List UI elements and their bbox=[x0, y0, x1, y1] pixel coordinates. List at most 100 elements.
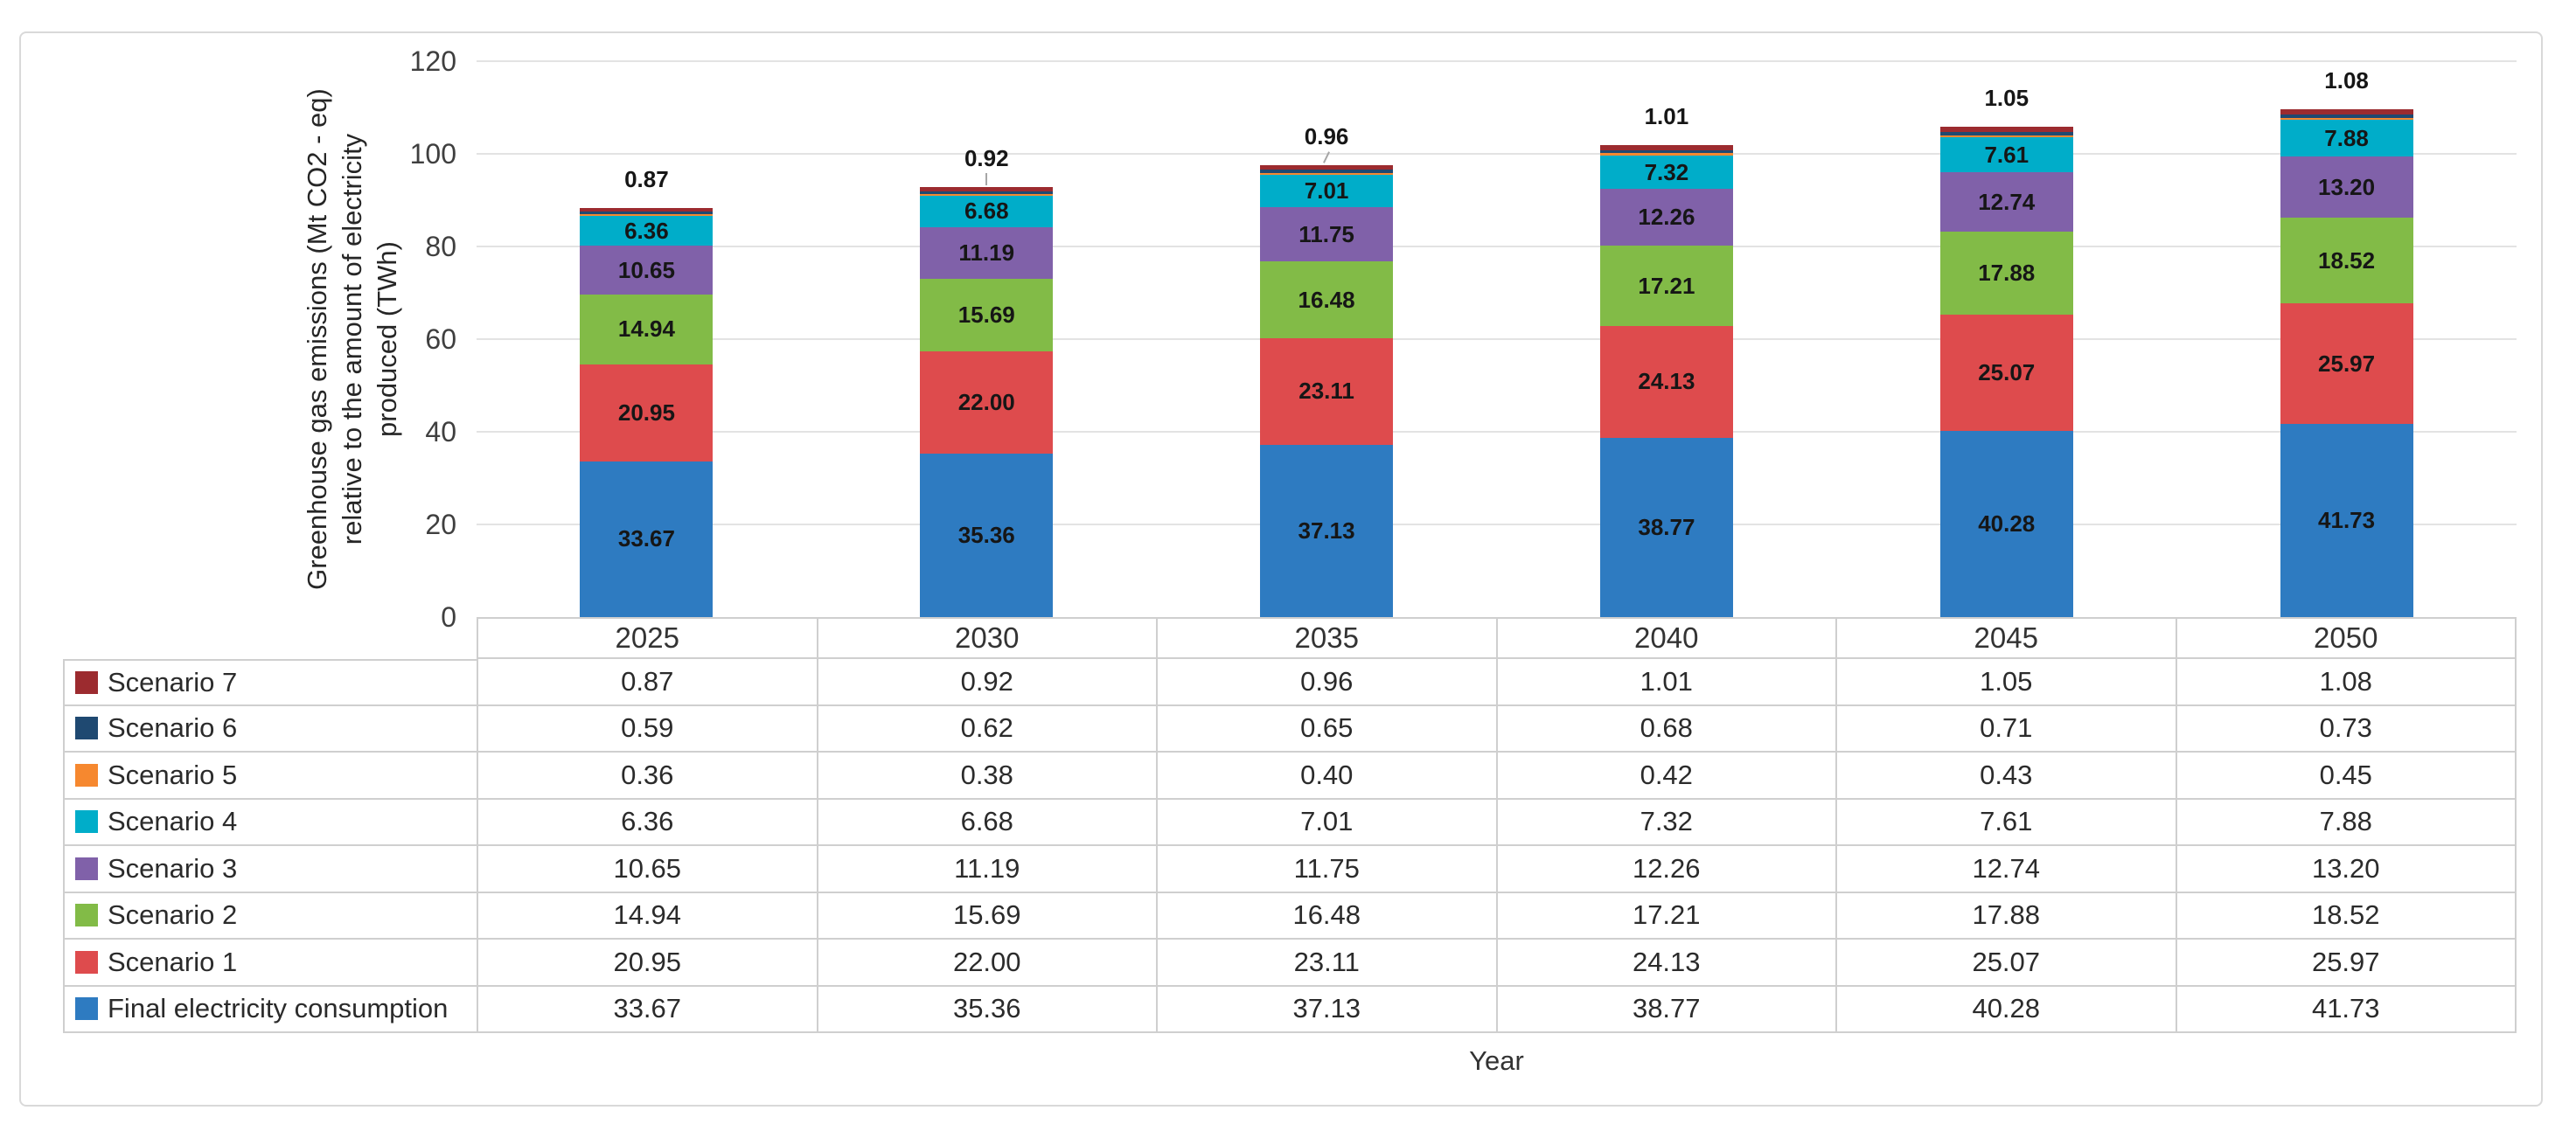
legend-color-swatch bbox=[75, 857, 98, 880]
table-value-cell: 17.21 bbox=[1497, 892, 1837, 940]
gridline bbox=[477, 153, 2517, 155]
bar-segment-label: 35.36 bbox=[957, 521, 1015, 548]
bar-segment bbox=[920, 196, 1054, 227]
bar-segment bbox=[2280, 423, 2413, 617]
legend-color-swatch bbox=[75, 950, 98, 974]
table-value-cell: 25.07 bbox=[1837, 940, 2177, 987]
bar-segment bbox=[1260, 174, 1394, 208]
table-value-cell: 25.97 bbox=[2176, 940, 2517, 987]
bar-segment bbox=[1599, 189, 1733, 246]
callout-label: 0.96 bbox=[1304, 123, 1349, 150]
bar-segment bbox=[920, 194, 1054, 197]
bar-segment-label: 7.61 bbox=[1984, 141, 2029, 168]
bar-segment bbox=[1599, 153, 1733, 156]
legend-cell: Scenario 2 bbox=[65, 892, 478, 940]
callout-label: 0.92 bbox=[964, 144, 1009, 171]
bar-segment bbox=[1939, 131, 2073, 135]
table-value-cell: 14.94 bbox=[478, 892, 818, 940]
bar-segment bbox=[580, 364, 714, 461]
table-value-cell: 11.19 bbox=[818, 846, 1158, 893]
table-value-cell: 0.87 bbox=[478, 659, 818, 706]
y-tick-label: 60 bbox=[425, 323, 456, 355]
callout-leader-line bbox=[985, 172, 988, 185]
legend-color-swatch bbox=[75, 810, 98, 834]
bar-segment bbox=[580, 295, 714, 364]
y-axis-title: Greenhouse gas emissions (Mt CO2 - eq) r… bbox=[300, 24, 405, 654]
bar-segment bbox=[1599, 155, 1733, 190]
legend-label: Scenario 3 bbox=[108, 852, 238, 884]
legend-label: Scenario 1 bbox=[108, 946, 238, 977]
y-axis-title-line-2: relative to the amount of electricity bbox=[337, 133, 367, 545]
legend-color-swatch bbox=[75, 763, 98, 787]
bar-segment bbox=[1599, 149, 1733, 154]
bar-segment-label: 11.75 bbox=[1298, 220, 1354, 247]
year-header-cell: 2035 bbox=[1158, 619, 1498, 659]
table-value-cell: 12.74 bbox=[1837, 846, 2177, 893]
bar-segment bbox=[2280, 117, 2413, 121]
bar-segment bbox=[1260, 170, 1394, 173]
y-axis-title-line-1: Greenhouse gas emissions (Mt CO2 - eq) bbox=[302, 88, 332, 590]
legend-cell: Scenario 6 bbox=[65, 705, 478, 753]
table-value-cell: 24.13 bbox=[1497, 940, 1837, 987]
table-value-cell: 33.67 bbox=[478, 986, 818, 1033]
table-value-cell: 0.59 bbox=[478, 705, 818, 753]
table-value-cell: 0.73 bbox=[2176, 705, 2517, 753]
bar-segment-label: 16.48 bbox=[1298, 286, 1355, 313]
table-value-cell: 0.62 bbox=[818, 705, 1158, 753]
bar-segment bbox=[1599, 325, 1733, 438]
bar-segment bbox=[1260, 165, 1394, 170]
table-value-cell: 0.43 bbox=[1837, 753, 2177, 800]
gridline bbox=[477, 246, 2517, 247]
gridline bbox=[477, 431, 2517, 433]
bar-segment-label: 17.21 bbox=[1638, 272, 1695, 299]
table-value-cell: 13.20 bbox=[2176, 846, 2517, 893]
bar-segment bbox=[580, 212, 714, 215]
legend-cell: Scenario 7 bbox=[65, 659, 478, 706]
table-row: Scenario 4 6.36 6.68 7.01 7.32 7.61 7.88 bbox=[65, 799, 2517, 846]
bar-segment bbox=[580, 216, 714, 246]
y-tick-label: 20 bbox=[425, 509, 456, 540]
bar-segment bbox=[1939, 314, 2073, 431]
bar-segment bbox=[2280, 120, 2413, 157]
bar-segment-label: 7.32 bbox=[1644, 158, 1689, 185]
bar-segment-label: 33.67 bbox=[617, 525, 675, 552]
legend-color-swatch bbox=[75, 670, 98, 694]
bar-segment bbox=[1939, 430, 2073, 617]
bar-segment bbox=[2280, 114, 2413, 118]
bar-segment-label: 25.07 bbox=[1978, 358, 2036, 385]
bar-segment bbox=[1599, 145, 1733, 150]
bar-segment-label: 25.97 bbox=[2318, 350, 2376, 377]
table-value-cell: 7.61 bbox=[1837, 799, 2177, 846]
legend-label: Scenario 5 bbox=[108, 759, 238, 790]
bar-segment bbox=[1260, 337, 1394, 446]
bar-segment-label: 13.20 bbox=[2318, 173, 2376, 200]
table-value-cell: 0.42 bbox=[1497, 753, 1837, 800]
table-value-cell: 0.65 bbox=[1158, 705, 1498, 753]
y-tick-label: 100 bbox=[409, 138, 456, 170]
table-value-cell: 35.36 bbox=[818, 986, 1158, 1033]
gridline bbox=[477, 338, 2517, 340]
table-value-cell: 0.68 bbox=[1497, 705, 1837, 753]
table-value-cell: 38.77 bbox=[1497, 986, 1837, 1033]
bar-segment bbox=[1260, 445, 1394, 617]
table-value-cell: 0.45 bbox=[2176, 753, 2517, 800]
gridline bbox=[477, 60, 2517, 62]
table-value-cell: 20.95 bbox=[478, 940, 818, 987]
table-row: Scenario 3 10.65 11.19 11.75 12.26 12.74 13.20 bbox=[65, 846, 2517, 893]
bar-segment bbox=[1939, 231, 2073, 315]
bar-segment-label: 22.00 bbox=[957, 388, 1015, 415]
data-table: Scenario 7 0.87 0.92 0.96 1.01 1.05 1.08 Scenar… bbox=[63, 659, 2517, 1033]
bar-segment bbox=[920, 453, 1054, 617]
table-value-cell: 17.88 bbox=[1837, 892, 2177, 940]
table-value-cell: 12.26 bbox=[1497, 846, 1837, 893]
table-row: Scenario 1 20.95 22.00 23.11 24.13 25.07 25.97 bbox=[65, 940, 2517, 987]
bar-segment bbox=[2280, 303, 2413, 424]
legend-cell: Scenario 5 bbox=[65, 753, 478, 800]
bar-segment bbox=[1599, 246, 1733, 326]
table-value-cell: 7.32 bbox=[1497, 799, 1837, 846]
bar-segment bbox=[920, 186, 1054, 191]
bar-segment-label: 7.88 bbox=[2324, 124, 2369, 151]
table-value-cell: 0.36 bbox=[478, 753, 818, 800]
callout-label: 1.08 bbox=[2324, 67, 2369, 94]
